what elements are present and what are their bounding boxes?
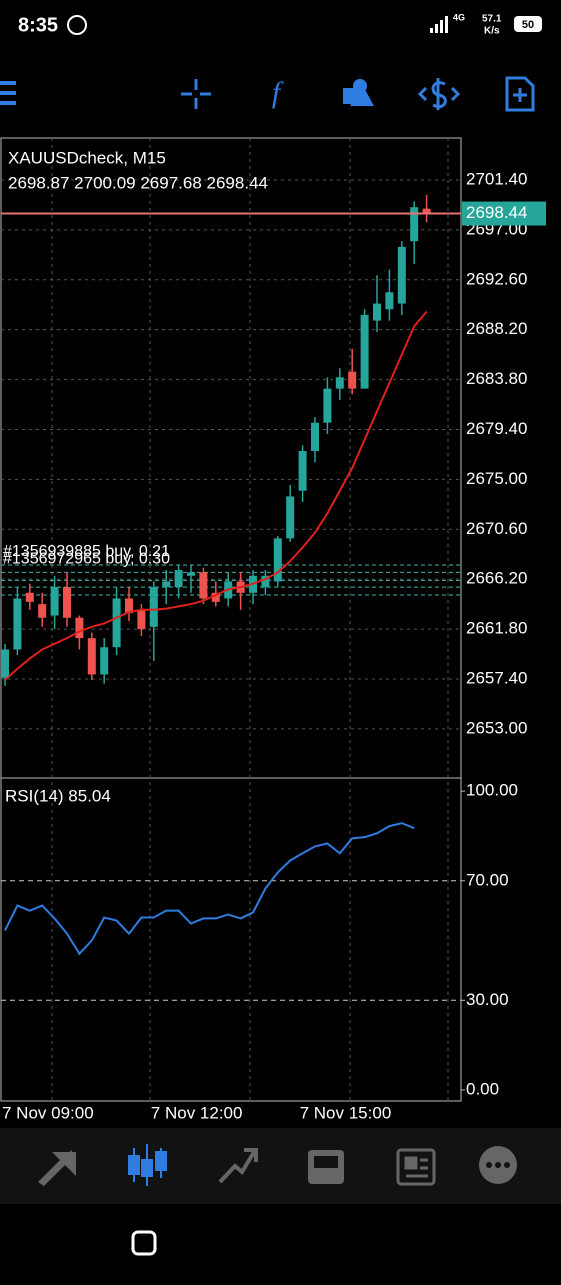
candle-body xyxy=(112,598,121,648)
y-tick-label: 30.00 xyxy=(466,990,509,1009)
objects-button[interactable] xyxy=(343,79,374,106)
candle-body xyxy=(410,207,419,242)
candle-body xyxy=(360,314,369,389)
candle-body xyxy=(13,598,22,650)
y-tick-label: 2692.60 xyxy=(466,269,527,288)
candle-body xyxy=(87,638,96,675)
candle-body xyxy=(187,572,195,576)
y-tick-label: 2661.80 xyxy=(466,619,527,638)
candle-body xyxy=(125,598,133,614)
speed: 57.1 xyxy=(482,14,502,25)
y-tick-label: 70.00 xyxy=(466,870,509,889)
chart-tab[interactable] xyxy=(128,1144,167,1186)
candle-body xyxy=(1,649,9,678)
y-tick-label: 2683.80 xyxy=(466,369,527,388)
order-label: #1356939885 buy, 0.21 xyxy=(3,543,170,560)
x-tick-label: 7 Nov 09:00 xyxy=(2,1103,94,1122)
order-label: #1356972965 buy, 0.30 xyxy=(3,551,170,568)
status-time: 8:35 xyxy=(18,14,58,36)
candle-body xyxy=(261,575,270,588)
rsi-line xyxy=(4,822,415,956)
candle-body xyxy=(385,292,394,310)
candle-body xyxy=(38,604,47,618)
rsi-title: RSI(14) 85.04 xyxy=(5,786,111,805)
y-tick-label: 2653.00 xyxy=(466,718,527,737)
bottom-nav xyxy=(0,1128,561,1204)
candle-body xyxy=(273,538,282,582)
y-tick-label: 100.00 xyxy=(466,781,518,800)
speed-unit: K/s xyxy=(484,26,500,37)
candle-body xyxy=(348,371,357,389)
candle-body xyxy=(323,388,332,423)
y-tick-label: 2675.00 xyxy=(466,469,527,488)
nav-home[interactable] xyxy=(131,1230,157,1256)
candle-body xyxy=(149,587,158,627)
candle-body xyxy=(75,617,84,639)
candle-body xyxy=(335,377,344,389)
quotes-tab[interactable] xyxy=(38,1150,76,1186)
y-tick-label: 2657.40 xyxy=(466,668,527,687)
candle-body xyxy=(137,609,146,630)
candle-body xyxy=(199,572,208,599)
y-tick-label: 2666.20 xyxy=(466,569,527,588)
menu-button[interactable] xyxy=(0,81,16,105)
new-order-button[interactable] xyxy=(505,76,535,112)
chat-tab[interactable] xyxy=(479,1146,517,1184)
battery xyxy=(514,16,542,32)
trade-tab[interactable] xyxy=(218,1148,258,1184)
candle-body xyxy=(211,592,220,602)
candle-body xyxy=(50,587,59,616)
crosshair-button[interactable] xyxy=(181,79,211,109)
current-price-label: 2698.44 xyxy=(466,203,527,222)
y-tick-label: 2688.20 xyxy=(466,319,527,338)
x-tick-label: 7 Nov 12:00 xyxy=(151,1103,243,1122)
current-price-box xyxy=(462,201,546,226)
candle-body xyxy=(63,587,71,618)
candle-body xyxy=(422,208,431,214)
candle-body xyxy=(298,451,307,491)
candle-body xyxy=(373,303,381,321)
ma-line xyxy=(4,310,428,681)
candle-body xyxy=(286,496,295,539)
history-tab[interactable] xyxy=(308,1150,344,1184)
news-tab[interactable] xyxy=(396,1148,436,1186)
candle-body xyxy=(174,570,183,588)
candle-body xyxy=(397,246,406,304)
signal-icon xyxy=(430,16,448,33)
chart-ohlc: 2698.87 2700.09 2697.68 2698.44 xyxy=(8,173,268,192)
chart-frame xyxy=(0,137,462,1102)
network: 4G xyxy=(453,12,465,22)
y-tick-label: 0.00 xyxy=(466,1079,499,1098)
candle-body xyxy=(162,581,171,588)
candle-body xyxy=(311,422,319,452)
candle-body xyxy=(25,592,34,602)
symbols-button[interactable] xyxy=(417,78,461,110)
y-tick-label: 2670.60 xyxy=(466,519,527,538)
y-tick-label: 2701.40 xyxy=(466,169,527,188)
candle-body xyxy=(100,647,109,675)
status-icon xyxy=(67,15,87,35)
y-tick-label: 2679.40 xyxy=(466,419,527,438)
battery-level: 50 xyxy=(522,19,534,31)
x-tick-label: 7 Nov 15:00 xyxy=(300,1103,392,1122)
chart-title: XAUUSDcheck, M15 xyxy=(8,148,166,167)
